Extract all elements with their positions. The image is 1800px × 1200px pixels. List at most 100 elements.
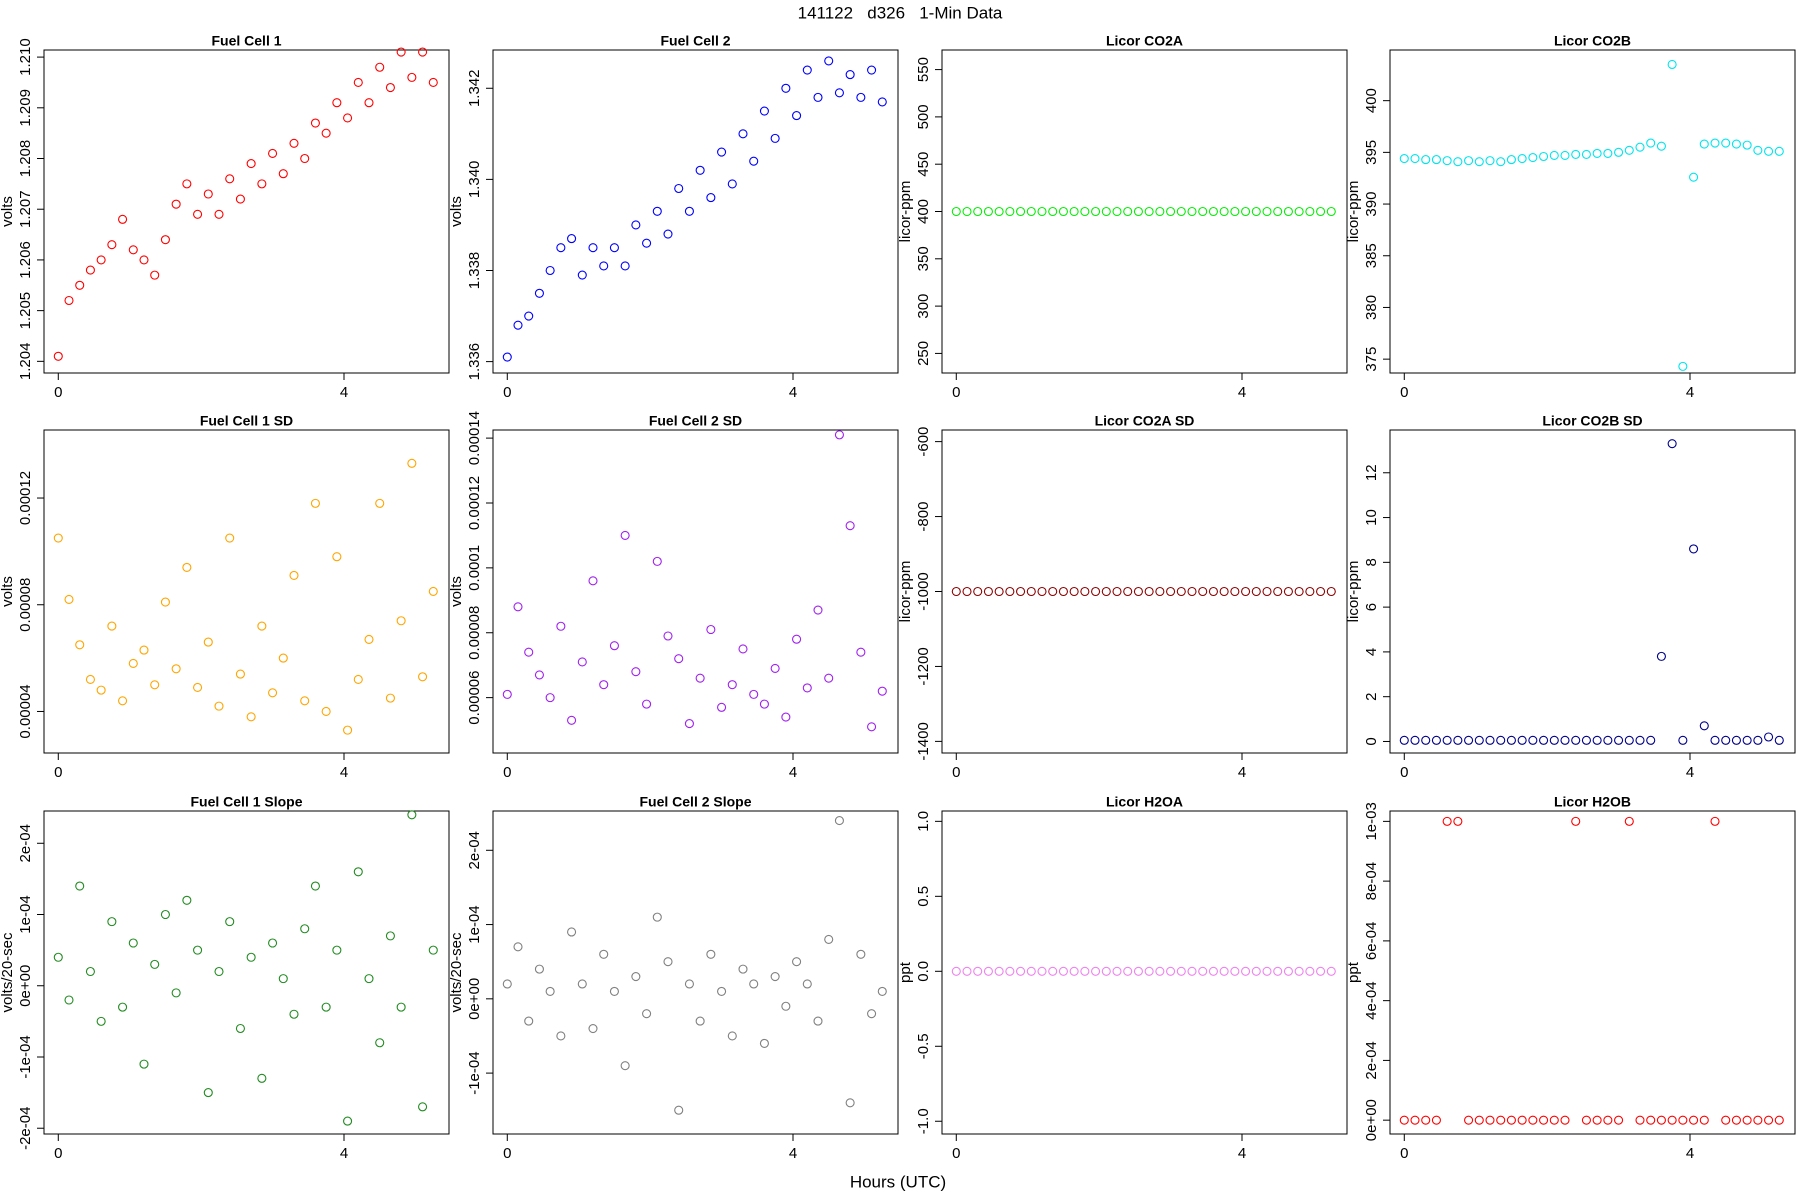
point bbox=[118, 214, 128, 224]
point bbox=[652, 912, 662, 922]
point bbox=[706, 949, 716, 959]
point bbox=[107, 621, 117, 631]
point bbox=[1656, 141, 1666, 151]
point bbox=[1431, 1115, 1441, 1125]
x-tick-label: 0 bbox=[1400, 384, 1408, 401]
y-axis-label: licor-ppm bbox=[1345, 181, 1362, 243]
point bbox=[1187, 206, 1197, 217]
y-tick-label: 0e+00 bbox=[1363, 1099, 1380, 1141]
point bbox=[577, 657, 587, 667]
point bbox=[289, 1009, 299, 1019]
point bbox=[1699, 139, 1709, 149]
point bbox=[1241, 206, 1251, 217]
panel-title: Fuel Cell 1 Slope bbox=[190, 794, 302, 810]
point bbox=[834, 88, 844, 98]
y-tick-label: 1.342 bbox=[466, 69, 483, 107]
x-tick-label: 4 bbox=[340, 764, 348, 781]
point bbox=[781, 1001, 791, 1011]
panel-title: Licor CO2B bbox=[1554, 33, 1631, 49]
y-tick-label: 1.205 bbox=[17, 292, 34, 330]
point bbox=[781, 712, 791, 722]
y-tick-label: 250 bbox=[915, 341, 932, 366]
point bbox=[203, 637, 213, 647]
point bbox=[428, 77, 438, 88]
y-axis-label: licor-ppm bbox=[897, 561, 914, 623]
point bbox=[53, 533, 63, 543]
point bbox=[1133, 206, 1143, 217]
point bbox=[332, 552, 342, 562]
y-tick-label: -1200 bbox=[915, 647, 932, 685]
point bbox=[353, 867, 363, 877]
y-tick-label: 0.00008 bbox=[17, 578, 34, 632]
y-tick-label: 2e-04 bbox=[17, 824, 34, 862]
point bbox=[1592, 148, 1602, 158]
point bbox=[1539, 151, 1549, 162]
point bbox=[1699, 1115, 1709, 1125]
point bbox=[1603, 148, 1613, 158]
y-axis-label: volts/20-sec bbox=[0, 932, 16, 1013]
point bbox=[845, 1098, 855, 1108]
point bbox=[684, 979, 694, 989]
plot-frame bbox=[492, 810, 899, 1135]
point bbox=[407, 810, 417, 820]
point bbox=[1069, 586, 1079, 597]
point bbox=[1656, 651, 1666, 661]
y-tick-label: 8e-04 bbox=[1363, 862, 1380, 900]
point bbox=[1517, 154, 1527, 164]
point bbox=[1198, 966, 1208, 976]
point bbox=[1710, 816, 1720, 826]
point bbox=[1166, 966, 1176, 976]
point bbox=[962, 966, 972, 976]
y-tick-label: 0 bbox=[1363, 737, 1380, 745]
point bbox=[770, 133, 780, 143]
y-tick-label: 0e+00 bbox=[17, 965, 34, 1007]
point bbox=[545, 986, 555, 996]
y-tick-label: -1000 bbox=[915, 572, 932, 610]
point bbox=[609, 986, 619, 996]
x-tick-label: 4 bbox=[789, 1145, 797, 1162]
point bbox=[1048, 206, 1058, 217]
point bbox=[1689, 172, 1699, 182]
point bbox=[214, 966, 224, 977]
point bbox=[1219, 586, 1229, 597]
point bbox=[53, 351, 63, 361]
point bbox=[738, 129, 748, 139]
point bbox=[1069, 966, 1079, 976]
point bbox=[877, 986, 887, 996]
point bbox=[1764, 732, 1774, 742]
x-tick-label: 4 bbox=[1238, 384, 1246, 401]
y-axis-label: volts bbox=[448, 196, 465, 227]
x-tick-label: 0 bbox=[503, 764, 511, 781]
point bbox=[128, 658, 138, 668]
point bbox=[674, 183, 684, 194]
point bbox=[1144, 966, 1154, 976]
point bbox=[856, 92, 866, 102]
y-tick-label: 350 bbox=[915, 246, 932, 271]
point bbox=[1517, 735, 1527, 745]
point bbox=[973, 206, 983, 217]
point bbox=[1774, 1115, 1784, 1125]
point bbox=[994, 206, 1004, 217]
point bbox=[642, 699, 652, 709]
point bbox=[1262, 586, 1272, 597]
point bbox=[663, 631, 673, 641]
point bbox=[524, 311, 534, 321]
point bbox=[1753, 145, 1763, 155]
point bbox=[310, 881, 320, 891]
point bbox=[1208, 586, 1218, 597]
x-tick-label: 4 bbox=[789, 764, 797, 781]
point bbox=[64, 594, 74, 604]
point bbox=[856, 949, 866, 959]
point bbox=[1560, 735, 1570, 745]
point bbox=[1241, 586, 1251, 597]
point bbox=[193, 945, 203, 955]
point bbox=[321, 706, 331, 717]
point bbox=[385, 82, 395, 93]
point bbox=[1721, 138, 1731, 148]
point bbox=[75, 280, 85, 290]
point bbox=[556, 1031, 566, 1041]
point bbox=[1549, 735, 1559, 745]
point bbox=[983, 966, 993, 976]
plot-frame bbox=[1389, 810, 1796, 1135]
